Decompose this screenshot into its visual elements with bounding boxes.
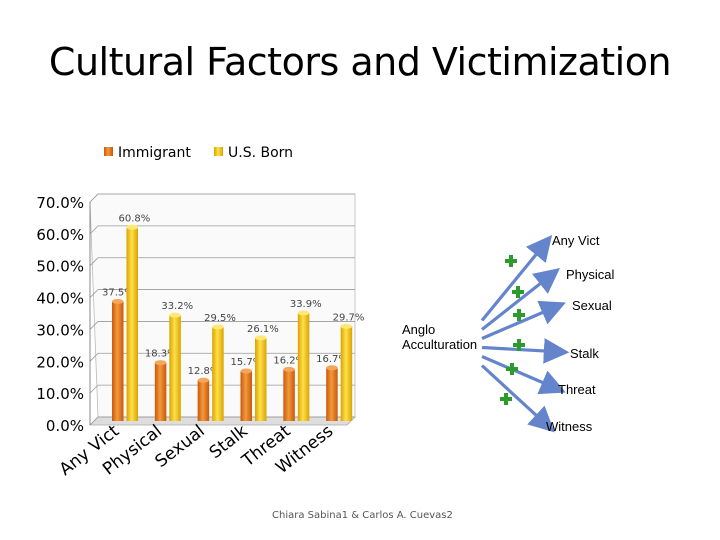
target-label: Physical (566, 267, 615, 282)
data-label: 60.8% (119, 213, 151, 224)
bar-u-s-born-witness (340, 326, 353, 421)
bar-top-cap (340, 323, 353, 329)
bar-u-s-born-physical (169, 315, 181, 421)
bar-top-cap (197, 377, 210, 383)
gridline-depth (89, 289, 99, 298)
y-tick-label: 70.0% (36, 194, 84, 212)
bar-top-cap (297, 310, 310, 316)
arrow-threat (481, 355, 566, 395)
data-label: 29.7% (333, 312, 365, 323)
target-label: Threat (558, 382, 596, 397)
slide-title: Cultural Factors and Victimization (48, 40, 672, 84)
plus-icon (505, 255, 517, 267)
arrow-sexual (481, 300, 566, 340)
gridline-depth (89, 321, 99, 330)
bar-immigrant-any-vict (112, 301, 124, 421)
bar-immigrant-threat (283, 369, 295, 421)
data-label: 26.1% (247, 324, 279, 335)
data-label: 16.7% (316, 354, 348, 365)
gridline-depth (89, 225, 99, 235)
bar-top-cap (326, 365, 338, 371)
bar-immigrant-stalk (240, 370, 252, 421)
legend-swatch (104, 147, 113, 156)
data-label: 29.5% (204, 313, 236, 324)
y-tick-label: 10.0% (36, 385, 84, 403)
data-label: 12.8% (188, 366, 220, 377)
arrow-stalk (481, 338, 570, 364)
bar-top-cap (112, 299, 124, 305)
plus-icon (513, 309, 525, 321)
gridline-depth (89, 257, 99, 266)
plus-icon (500, 393, 512, 405)
target-label: Sexual (572, 298, 612, 313)
bar-top-cap (255, 335, 267, 341)
y-tick-label: 30.0% (36, 321, 84, 339)
y-tick-label: 20.0% (36, 353, 84, 371)
bar-u-s-born-threat (297, 313, 310, 421)
target-label: Any Vict (552, 233, 600, 248)
bar-top-cap (212, 324, 224, 330)
data-label: 33.2% (161, 301, 193, 312)
y-tick-label: 60.0% (36, 226, 84, 244)
y-tick-label: 40.0% (36, 290, 84, 308)
gridline-depth (89, 416, 99, 426)
footer-citation: Chiara Sabina1 & Carlos A. Cuevas2 (272, 510, 453, 521)
arrow-physical (481, 268, 561, 331)
data-label: 16.2% (273, 355, 305, 366)
bar-u-s-born-stalk (255, 337, 267, 421)
arrow-witness (480, 364, 555, 433)
target-label: Witness (546, 419, 593, 434)
plus-icon (513, 339, 525, 351)
data-label: 18.3% (145, 349, 177, 360)
y-tick-label: 50.0% (36, 258, 84, 276)
plus-icon (512, 286, 524, 298)
bar-u-s-born-sexual (212, 327, 224, 421)
legend-label: U.S. Born (228, 145, 293, 161)
gridline-depth (89, 384, 99, 394)
bar-u-s-born-any-vict (126, 227, 138, 421)
data-label: 37.5% (102, 288, 134, 299)
acculturation-label: Anglo Acculturation (402, 322, 478, 352)
bar-top-cap (169, 312, 181, 318)
y-tick-label: 0.0% (46, 417, 84, 435)
legend-label: Immigrant (118, 145, 191, 161)
bar-immigrant-witness (326, 367, 338, 421)
gridline-depth (89, 193, 99, 203)
x-category-label: Sexual (152, 421, 209, 472)
bar-top-cap (154, 360, 167, 366)
target-label: Stalk (570, 346, 599, 361)
bar-top-cap (126, 224, 138, 230)
bar-immigrant-sexual (197, 380, 210, 421)
legend-swatch (214, 147, 223, 156)
gridline-depth (89, 353, 99, 362)
bar-top-cap (283, 366, 295, 372)
data-label: 33.9% (290, 299, 322, 310)
data-label: 15.7% (231, 357, 263, 368)
bar-immigrant-physical (154, 362, 167, 421)
bar-top-cap (240, 368, 252, 374)
arrow-any-vict (480, 235, 553, 322)
plus-icon (506, 363, 518, 375)
